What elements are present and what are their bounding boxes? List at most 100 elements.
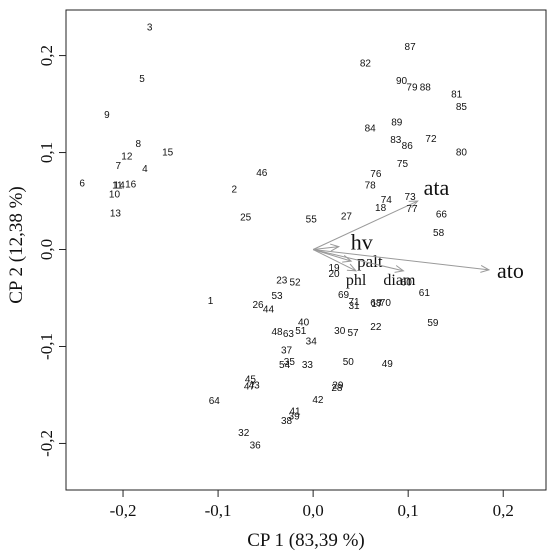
point-label: 81 xyxy=(451,89,463,100)
point-label: 9 xyxy=(104,110,110,121)
point-label: 17 xyxy=(371,299,383,310)
point-label: 75 xyxy=(397,159,409,170)
point-label: 59 xyxy=(427,318,439,329)
point-label: 1 xyxy=(208,296,214,307)
point-label: 28 xyxy=(331,383,343,394)
y-tick-label: -0,1 xyxy=(37,333,56,360)
y-axis-title: CP 2 (12,38 %) xyxy=(6,186,27,304)
point-label: 50 xyxy=(343,357,355,368)
plot-frame xyxy=(65,9,547,491)
loading-label-diam: diam xyxy=(383,272,416,289)
loading-arrowhead-ata xyxy=(408,200,419,209)
point-label: 22 xyxy=(370,322,382,333)
point-label: 31 xyxy=(348,301,360,312)
point-label: 20 xyxy=(328,269,340,280)
y-axis: -0,2 -0,1 0,0 0,1 0,2 xyxy=(37,45,66,457)
y-tick-label: 0,2 xyxy=(37,45,56,66)
point-label: 16 xyxy=(125,180,137,191)
point-label: 51 xyxy=(295,326,307,337)
loading-arrowhead-ato xyxy=(480,265,491,273)
point-label: 47 xyxy=(244,381,256,392)
point-label: 68 xyxy=(370,298,382,309)
point-label: 79 xyxy=(406,83,418,94)
loading-arrowhead-diam xyxy=(394,265,405,273)
x-axis: -0,2 -0,1 0,0 0,1 0,2 xyxy=(110,490,514,520)
y-tick-label: 0,0 xyxy=(37,239,56,260)
point-label: 86 xyxy=(402,141,414,152)
point-label: 85 xyxy=(456,102,468,113)
x-tick-label: -0,1 xyxy=(205,501,232,520)
point-label: 82 xyxy=(360,58,372,69)
loading-label-hv: hv xyxy=(351,230,373,255)
point-label: 53 xyxy=(271,291,283,302)
loading-arrowhead-hv xyxy=(330,243,341,252)
score-points: 1234567891011121314151617181920222325262… xyxy=(79,22,467,451)
loading-label-phl: phl xyxy=(346,272,367,289)
point-label: 33 xyxy=(302,360,314,371)
point-label: 25 xyxy=(240,213,252,224)
point-label: 57 xyxy=(347,328,359,339)
y-tick-label: -0,2 xyxy=(37,430,56,457)
x-tick-label: -0,2 xyxy=(110,501,137,520)
y-tick-label: 0,1 xyxy=(37,142,56,163)
point-label: 83 xyxy=(390,135,402,146)
loading-arrow-ato xyxy=(313,249,490,271)
point-label: 29 xyxy=(332,380,344,391)
point-label: 34 xyxy=(306,337,318,348)
loading-arrow-diam xyxy=(313,249,404,272)
point-label: 13 xyxy=(110,209,122,220)
point-label: 72 xyxy=(425,134,437,145)
point-label: 4 xyxy=(142,164,148,175)
point-label: 73 xyxy=(405,192,417,203)
point-label: 43 xyxy=(249,380,261,391)
point-label: 27 xyxy=(341,212,353,223)
x-axis-title: CP 1 (83,39 %) xyxy=(247,530,365,551)
point-label: 44 xyxy=(263,305,275,316)
point-label: 78 xyxy=(365,181,377,192)
point-label: 40 xyxy=(298,317,310,328)
point-label: 41 xyxy=(290,406,302,417)
point-label: 19 xyxy=(328,263,340,274)
point-label: 77 xyxy=(406,204,418,215)
point-label: 90 xyxy=(396,76,408,87)
point-label: 69 xyxy=(338,290,350,301)
loading-arrow-phl xyxy=(312,249,357,272)
point-label: 37 xyxy=(281,345,293,356)
loading-arrowhead-phl xyxy=(346,263,358,272)
point-label: 64 xyxy=(209,396,221,407)
point-label: 66 xyxy=(436,210,448,221)
point-label: 10 xyxy=(109,189,121,200)
point-label: 45 xyxy=(245,374,257,385)
point-label: 11 xyxy=(112,181,123,192)
point-label: 74 xyxy=(381,195,393,206)
point-label: 87 xyxy=(405,42,417,53)
point-label: 36 xyxy=(250,440,262,451)
point-label: 55 xyxy=(306,214,318,225)
point-label: 8 xyxy=(135,139,141,150)
loading-arrow-hv xyxy=(313,246,339,251)
point-label: 7 xyxy=(115,161,121,172)
point-label: 60 xyxy=(401,278,413,289)
point-label: 38 xyxy=(281,416,293,427)
point-label: 15 xyxy=(162,148,174,159)
point-label: 46 xyxy=(256,168,268,179)
point-label: 58 xyxy=(433,228,445,239)
point-label: 14 xyxy=(114,181,126,192)
point-label: 76 xyxy=(370,169,382,180)
point-label: 48 xyxy=(271,327,283,338)
point-label: 54 xyxy=(279,360,291,371)
x-tick-label: 0,1 xyxy=(398,501,419,520)
point-label: 61 xyxy=(419,288,431,299)
x-tick-label: 0,0 xyxy=(303,501,324,520)
point-label: 89 xyxy=(391,118,403,129)
loading-label-ata: ata xyxy=(424,175,450,200)
point-label: 3 xyxy=(147,22,153,33)
point-label: 42 xyxy=(312,395,324,406)
point-label: 32 xyxy=(238,428,250,439)
point-label: 71 xyxy=(348,297,360,308)
point-label: 84 xyxy=(365,123,377,134)
point-label: 5 xyxy=(139,74,145,85)
point-label: 6 xyxy=(79,179,85,190)
